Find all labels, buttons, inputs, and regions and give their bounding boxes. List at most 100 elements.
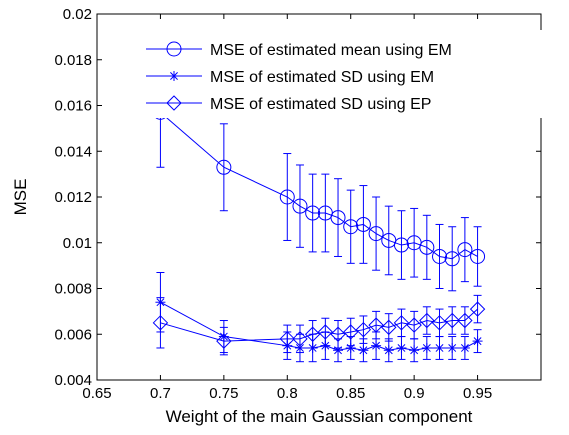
circle-marker — [330, 210, 346, 226]
circle-marker — [393, 237, 409, 253]
diamond-marker — [457, 312, 473, 329]
diamond-marker — [152, 315, 169, 331]
diamond-marker — [216, 333, 232, 349]
error-bar — [346, 189, 355, 264]
error-bar — [334, 178, 343, 257]
error-bar — [460, 217, 469, 283]
x-axis-title: Weight of the main Gaussian component — [166, 407, 473, 426]
error-bar — [283, 324, 292, 354]
error-bar — [308, 173, 317, 253]
star-stroke — [460, 344, 469, 352]
circle-marker — [444, 251, 460, 267]
y-tick-label: 0.012 — [54, 189, 92, 206]
error-bar — [321, 173, 330, 253]
series-line — [160, 308, 478, 342]
y-tick-label: 0.004 — [54, 372, 92, 389]
error-bar — [321, 317, 330, 347]
series-layer — [152, 56, 486, 363]
diamond-marker — [279, 331, 295, 347]
error-bar — [473, 226, 482, 287]
star-stroke — [448, 344, 457, 352]
x-tick-label: 0.7 — [150, 385, 171, 402]
error-bar — [448, 226, 457, 292]
error-bar — [410, 207, 419, 278]
error-bar — [359, 315, 368, 344]
circle-marker — [457, 242, 473, 258]
diamond-marker — [431, 315, 448, 331]
star-stroke — [435, 344, 444, 352]
diamond-marker — [355, 321, 372, 338]
diamond-marker — [393, 315, 410, 331]
star-stroke — [473, 337, 482, 346]
star-stroke — [397, 344, 406, 352]
error-bar — [435, 223, 444, 289]
y-tick-label: 0.016 — [54, 98, 92, 115]
error-bar — [372, 196, 381, 271]
error-bar — [334, 320, 343, 349]
star-stroke — [410, 346, 419, 355]
series-circle — [152, 56, 486, 292]
error-bar — [448, 306, 457, 335]
star-marker — [409, 345, 420, 356]
star-stroke — [359, 346, 368, 355]
star-marker — [421, 342, 432, 353]
legend-item: MSE of estimated SD using EP — [146, 95, 431, 113]
diamond-marker — [469, 301, 486, 317]
series-diamond — [152, 294, 486, 356]
x-tick-label: 0.8 — [277, 385, 298, 402]
star-stroke — [422, 344, 431, 352]
star-marker — [459, 342, 470, 353]
star-marker — [396, 342, 407, 353]
error-bar — [359, 185, 368, 264]
diamond-marker — [419, 312, 435, 329]
legend-label: MSE of estimated SD using EM — [210, 69, 434, 86]
error-bar — [346, 317, 355, 347]
y-tick-label: 0.018 — [54, 52, 92, 69]
circle-marker — [343, 219, 359, 235]
error-bar — [156, 297, 165, 349]
error-bar — [295, 164, 304, 248]
circle-marker — [368, 226, 384, 242]
legend: MSE of estimated mean using EM MSE of est… — [140, 30, 546, 118]
star-stroke — [372, 341, 381, 350]
legend-box — [140, 30, 546, 118]
error-bar — [308, 320, 317, 349]
error-bar — [295, 324, 304, 354]
circle-marker — [166, 41, 182, 57]
star-marker — [383, 345, 394, 356]
diamond-marker — [166, 95, 182, 111]
circle-marker — [292, 198, 308, 214]
star-marker — [371, 340, 382, 351]
diamond-marker — [406, 317, 422, 333]
error-bar — [219, 326, 228, 356]
diamond-marker — [292, 331, 308, 347]
y-axis-title: MSE — [11, 179, 30, 216]
y-tick-label: 0.02 — [63, 6, 92, 23]
error-bar — [384, 205, 393, 276]
legend-label: MSE of estimated mean using EM — [210, 42, 452, 59]
circle-marker — [419, 239, 435, 255]
error-bar — [473, 294, 482, 324]
circle-marker — [470, 248, 486, 264]
x-tick-label: 0.9 — [404, 385, 425, 402]
diamond-marker — [368, 317, 384, 333]
circle-marker — [305, 205, 321, 221]
circle-marker — [216, 159, 232, 175]
error-bar — [397, 210, 406, 280]
diamond-marker — [343, 324, 359, 340]
legend-item: MSE of estimated SD using EM — [146, 69, 434, 86]
star-stroke — [170, 72, 178, 80]
x-tick-label: 0.65 — [82, 385, 111, 402]
error-bar — [422, 214, 431, 280]
circle-marker — [432, 248, 448, 264]
error-bar — [219, 123, 228, 212]
error-bar — [460, 306, 469, 335]
star-marker — [472, 336, 483, 347]
star-marker — [447, 342, 458, 353]
legend-item: MSE of estimated mean using EM — [146, 41, 452, 59]
series-line — [160, 111, 478, 260]
x-tick-label: 0.85 — [336, 385, 365, 402]
error-bar — [372, 310, 381, 340]
circle-marker — [355, 216, 371, 232]
